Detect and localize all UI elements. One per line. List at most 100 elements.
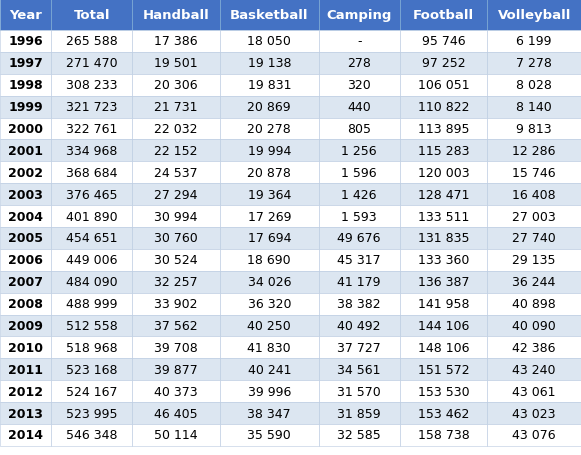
Text: 18 690: 18 690 (248, 254, 291, 267)
Text: 376 465: 376 465 (66, 188, 117, 201)
Bar (318, 337, 400, 359)
Text: 1997: 1997 (8, 57, 43, 70)
Bar (318, 75, 400, 96)
Text: 19 364: 19 364 (248, 188, 291, 201)
Text: 21 731: 21 731 (155, 101, 198, 114)
Text: 30 524: 30 524 (155, 254, 198, 267)
Text: 37 727: 37 727 (338, 341, 381, 354)
Text: 17 694: 17 694 (248, 232, 291, 245)
Bar (51, 118, 132, 140)
Bar (400, 315, 487, 337)
Bar (487, 424, 581, 446)
Text: 523 168: 523 168 (66, 363, 117, 376)
Text: 401 890: 401 890 (66, 210, 117, 223)
Text: 2005: 2005 (8, 232, 43, 245)
Text: 40 241: 40 241 (248, 363, 291, 376)
Bar (487, 75, 581, 96)
Text: 20 278: 20 278 (248, 123, 291, 136)
Bar (132, 206, 220, 228)
Text: 29 135: 29 135 (512, 254, 556, 267)
Text: 131 835: 131 835 (418, 232, 469, 245)
Bar (51, 228, 132, 249)
Bar (400, 359, 487, 380)
Text: 128 471: 128 471 (418, 188, 469, 201)
Text: 39 996: 39 996 (248, 385, 291, 398)
Text: 30 994: 30 994 (155, 210, 198, 223)
Text: 2007: 2007 (8, 276, 43, 288)
Bar (318, 380, 400, 402)
Bar (132, 424, 220, 446)
Text: 43 240: 43 240 (512, 363, 556, 376)
Bar (487, 293, 581, 315)
Text: Football: Football (413, 9, 474, 22)
Bar (487, 184, 581, 206)
Text: 278: 278 (347, 57, 371, 70)
Text: 15 746: 15 746 (512, 167, 556, 179)
Bar (0, 228, 51, 249)
Text: 22 152: 22 152 (155, 145, 198, 157)
Bar (400, 228, 487, 249)
Text: 1 426: 1 426 (342, 188, 377, 201)
Bar (400, 424, 487, 446)
Bar (400, 337, 487, 359)
Bar (0, 337, 51, 359)
Bar (487, 380, 581, 402)
Text: 46 405: 46 405 (155, 407, 198, 420)
Bar (132, 96, 220, 118)
Bar (487, 140, 581, 162)
Bar (220, 293, 318, 315)
Text: 43 023: 43 023 (512, 407, 556, 420)
Bar (0, 31, 51, 53)
Bar (318, 140, 400, 162)
Bar (400, 184, 487, 206)
Text: 49 676: 49 676 (338, 232, 381, 245)
Bar (318, 293, 400, 315)
Bar (51, 402, 132, 424)
Text: 1 596: 1 596 (342, 167, 377, 179)
Bar (132, 31, 220, 53)
Text: 19 994: 19 994 (248, 145, 291, 157)
Text: 6 199: 6 199 (517, 35, 552, 48)
Text: 1998: 1998 (8, 79, 43, 92)
Text: Volleyball: Volleyball (497, 9, 571, 22)
Text: 41 179: 41 179 (338, 276, 381, 288)
Text: 40 492: 40 492 (338, 319, 381, 332)
Text: 43 076: 43 076 (512, 429, 556, 441)
Text: 8 028: 8 028 (516, 79, 552, 92)
Bar (0, 75, 51, 96)
Bar (51, 53, 132, 75)
Text: 1 256: 1 256 (342, 145, 377, 157)
Text: 110 822: 110 822 (418, 101, 469, 114)
Text: 2010: 2010 (8, 341, 43, 354)
Bar (51, 140, 132, 162)
Text: 39 708: 39 708 (155, 341, 198, 354)
Text: 16 408: 16 408 (512, 188, 556, 201)
Text: 322 761: 322 761 (66, 123, 117, 136)
Text: 2008: 2008 (8, 298, 43, 310)
Text: 1 593: 1 593 (342, 210, 377, 223)
Bar (318, 315, 400, 337)
Bar (0, 271, 51, 293)
Text: 40 373: 40 373 (155, 385, 198, 398)
Bar (318, 402, 400, 424)
Text: 321 723: 321 723 (66, 101, 117, 114)
Bar (220, 249, 318, 271)
Text: 144 106: 144 106 (418, 319, 469, 332)
Bar (220, 359, 318, 380)
Text: 39 877: 39 877 (155, 363, 198, 376)
Text: 512 558: 512 558 (66, 319, 118, 332)
Bar (0, 315, 51, 337)
Text: 20 869: 20 869 (248, 101, 291, 114)
Text: 35 590: 35 590 (248, 429, 291, 441)
Text: 141 958: 141 958 (418, 298, 469, 310)
Bar (318, 31, 400, 53)
Text: 2009: 2009 (8, 319, 43, 332)
Bar (0, 184, 51, 206)
Bar (220, 162, 318, 184)
Bar (132, 184, 220, 206)
Text: 22 032: 22 032 (155, 123, 198, 136)
Bar (220, 206, 318, 228)
Bar (220, 53, 318, 75)
Text: 120 003: 120 003 (418, 167, 469, 179)
Bar (220, 184, 318, 206)
